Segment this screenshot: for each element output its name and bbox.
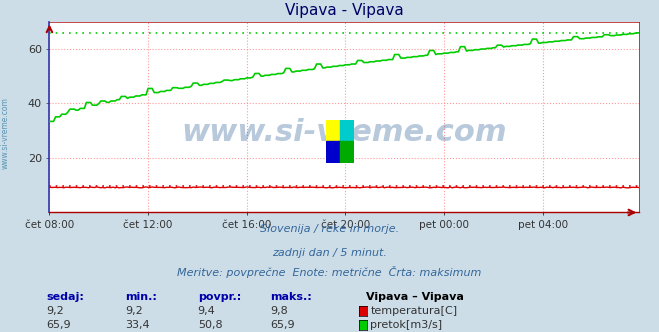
Text: 65,9: 65,9 <box>46 320 71 330</box>
Text: pretok[m3/s]: pretok[m3/s] <box>370 320 442 330</box>
Text: temperatura[C]: temperatura[C] <box>370 306 457 316</box>
Text: 9,2: 9,2 <box>125 306 143 316</box>
Text: 33,4: 33,4 <box>125 320 150 330</box>
Bar <box>340 141 354 163</box>
Text: zadnji dan / 5 minut.: zadnji dan / 5 minut. <box>272 248 387 258</box>
Text: 50,8: 50,8 <box>198 320 222 330</box>
Title: Vipava - Vipava: Vipava - Vipava <box>285 3 404 18</box>
Text: Meritve: povprečne  Enote: metrične  Črta: maksimum: Meritve: povprečne Enote: metrične Črta:… <box>177 266 482 278</box>
Text: min.:: min.: <box>125 292 157 302</box>
Text: Vipava – Vipava: Vipava – Vipava <box>366 292 464 302</box>
Text: 9,8: 9,8 <box>270 306 288 316</box>
Text: 9,2: 9,2 <box>46 306 64 316</box>
Text: povpr.:: povpr.: <box>198 292 241 302</box>
Text: sedaj:: sedaj: <box>46 292 84 302</box>
Text: 65,9: 65,9 <box>270 320 295 330</box>
Text: www.si-vreme.com: www.si-vreme.com <box>181 118 507 147</box>
Bar <box>326 120 340 141</box>
Text: 9,4: 9,4 <box>198 306 215 316</box>
Text: maks.:: maks.: <box>270 292 312 302</box>
Bar <box>326 141 340 163</box>
Bar <box>340 120 354 141</box>
Text: Slovenija / reke in morje.: Slovenija / reke in morje. <box>260 224 399 234</box>
Text: www.si-vreme.com: www.si-vreme.com <box>1 97 10 169</box>
